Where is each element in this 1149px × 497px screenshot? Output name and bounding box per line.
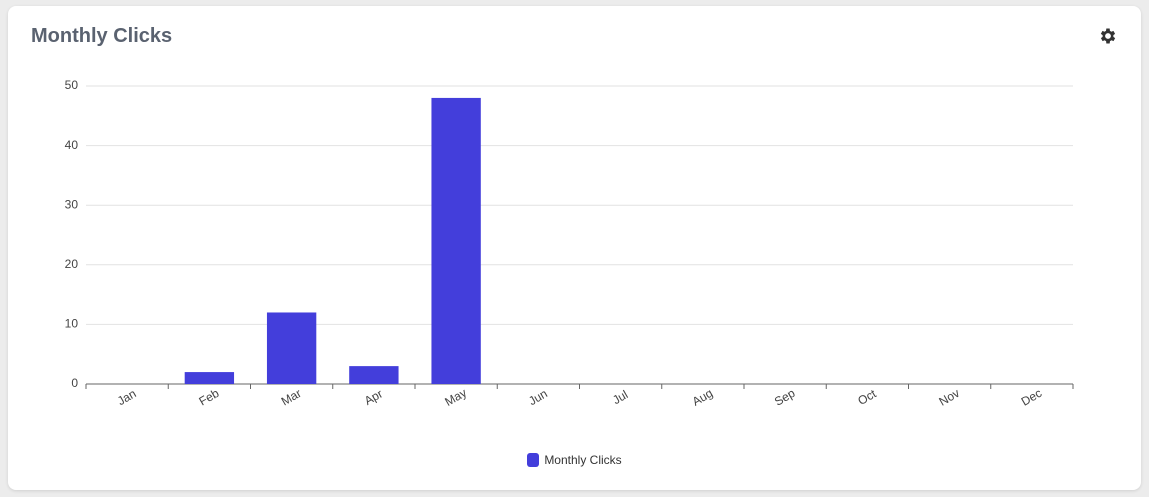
x-tick-label: Nov [936, 386, 961, 409]
x-tick-label: Jan [115, 386, 139, 408]
settings-button[interactable] [1098, 26, 1118, 46]
x-tick-label: Mar [279, 386, 304, 408]
legend-swatch [527, 453, 540, 467]
y-tick-label: 20 [65, 257, 79, 271]
bar [184, 372, 235, 384]
y-tick-label: 30 [65, 197, 79, 211]
x-tick-label: Jul [610, 387, 630, 407]
x-tick-label: Dec [1019, 386, 1044, 409]
x-tick-label: Feb [197, 386, 222, 409]
chart: 0 10 20 30 40 50 Jan Feb Mar Apr May Jun Jul Aug Sep Oc… [65, 78, 1074, 409]
x-tick-label: Apr [362, 387, 385, 408]
x-tick-label: Aug [690, 386, 715, 409]
y-tick-label: 40 [65, 138, 79, 152]
y-tick-label: 50 [65, 78, 79, 92]
card: Monthly Clicks 0 10 20 30 40 50 Jan Feb Mar Apr Ma… [8, 6, 1141, 490]
x-tick-label: May [442, 386, 469, 409]
bar [349, 366, 399, 384]
x-tick-label: Jun [526, 386, 550, 408]
y-tick-label: 10 [65, 317, 79, 331]
y-tick-label: 0 [71, 376, 78, 390]
bar [266, 312, 317, 384]
legend-label: Monthly Clicks [544, 453, 622, 467]
legend-item[interactable]: Monthly Clicks [527, 453, 622, 467]
legend: Monthly Clicks [8, 453, 1141, 467]
bar [431, 97, 481, 385]
x-tick-label: Sep [772, 386, 798, 409]
x-tick-label: Oct [855, 386, 879, 408]
card-title: Monthly Clicks [31, 25, 173, 47]
